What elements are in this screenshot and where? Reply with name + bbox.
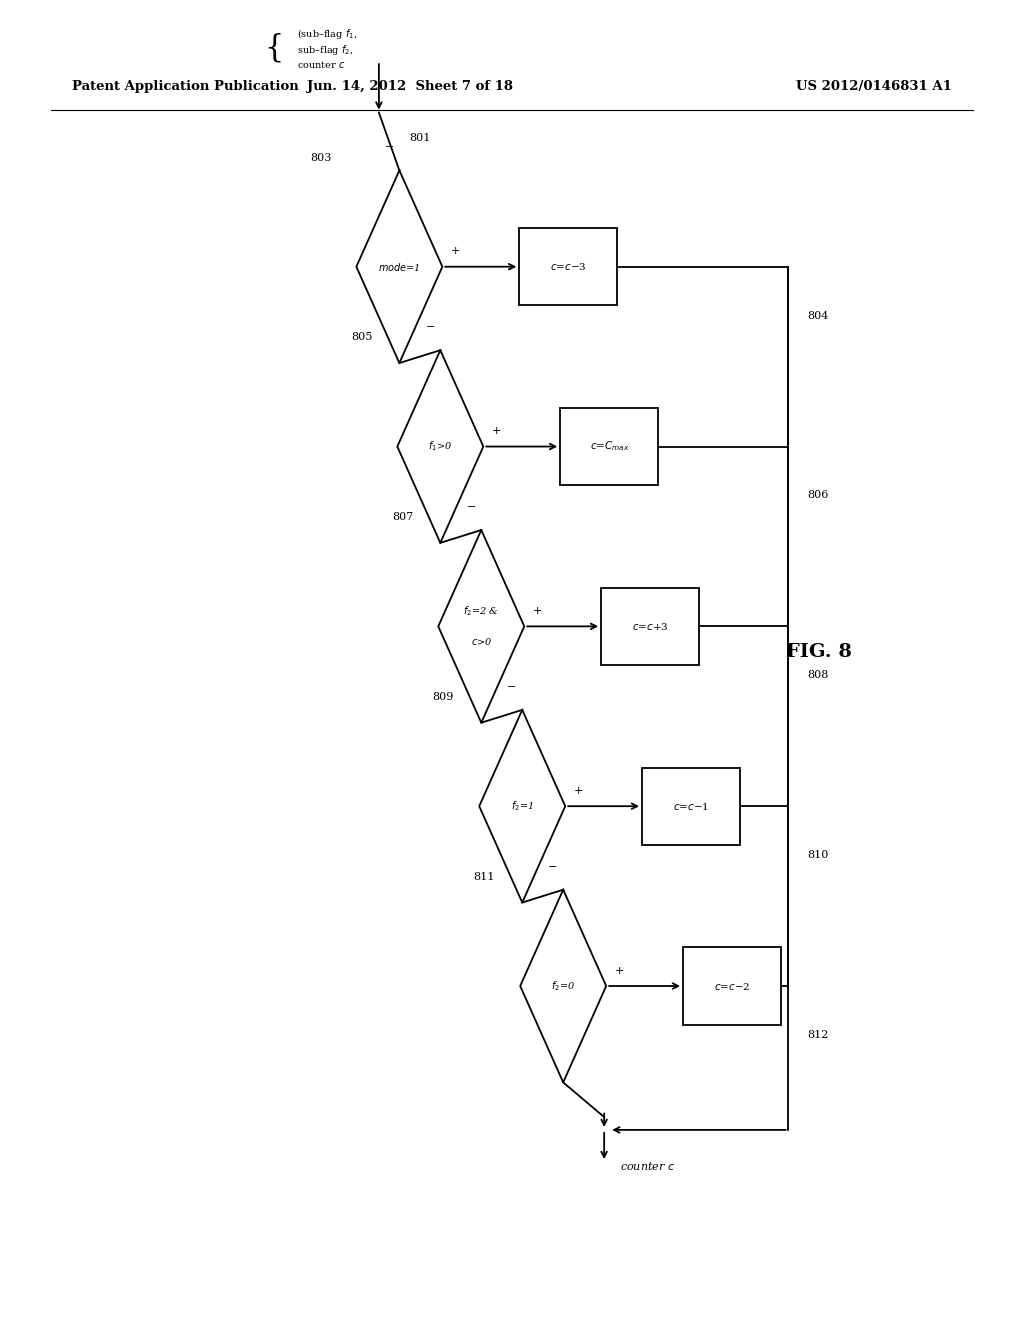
Text: 812: 812 [807,1030,828,1040]
Text: $f_2$=1: $f_2$=1 [511,800,534,813]
Text: US 2012/0146831 A1: US 2012/0146831 A1 [797,81,952,94]
Text: −: − [507,681,517,692]
Text: 809: 809 [433,692,454,702]
Text: 808: 808 [807,671,828,680]
Text: −: − [548,862,558,871]
Text: +: + [532,606,542,616]
Text: $c$=$c$+3: $c$=$c$+3 [632,620,669,632]
Text: $mode$=1: $mode$=1 [378,261,421,273]
Text: 807: 807 [392,512,413,523]
Text: 811: 811 [474,871,495,882]
Text: $c$>0: $c$>0 [471,636,492,647]
Text: $c$=$c$−2: $c$=$c$−2 [714,981,751,991]
Text: 802: 802 [236,0,256,1]
Text: counter $c$: counter $c$ [620,1160,675,1172]
Text: $f_1$>0: $f_1$>0 [428,440,453,454]
Text: $f_2$=2 &: $f_2$=2 & [464,605,499,618]
FancyBboxPatch shape [519,228,617,305]
Text: 810: 810 [807,850,828,861]
Text: (sub–flag $f_1$,
sub–flag $f_2$,
counter $c$: (sub–flag $f_1$, sub–flag $f_2$, counter… [297,26,357,70]
Text: 803: 803 [310,153,331,162]
Text: 805: 805 [351,333,372,342]
Text: FIG. 8: FIG. 8 [786,643,852,661]
Text: {: { [264,33,284,63]
Text: Patent Application Publication: Patent Application Publication [72,81,298,94]
FancyBboxPatch shape [601,587,699,665]
Text: +: + [614,966,624,975]
Text: −: − [384,143,394,152]
Text: Jun. 14, 2012  Sheet 7 of 18: Jun. 14, 2012 Sheet 7 of 18 [306,81,513,94]
FancyBboxPatch shape [642,768,740,845]
Text: $c$=$c$−1: $c$=$c$−1 [673,801,710,812]
Text: $c$=$c$−3: $c$=$c$−3 [550,261,587,272]
Text: 806: 806 [807,490,828,500]
Text: +: + [573,785,583,796]
Text: −: − [466,502,476,512]
FancyBboxPatch shape [560,408,658,484]
Text: 801: 801 [410,133,431,144]
Text: $f_2$=0: $f_2$=0 [551,979,575,993]
FancyBboxPatch shape [683,948,781,1024]
Text: +: + [451,247,460,256]
Text: −: − [425,322,435,333]
Text: 804: 804 [807,310,828,321]
Text: +: + [492,426,501,436]
Text: $c$=$C_{max}$: $c$=$C_{max}$ [590,440,629,454]
